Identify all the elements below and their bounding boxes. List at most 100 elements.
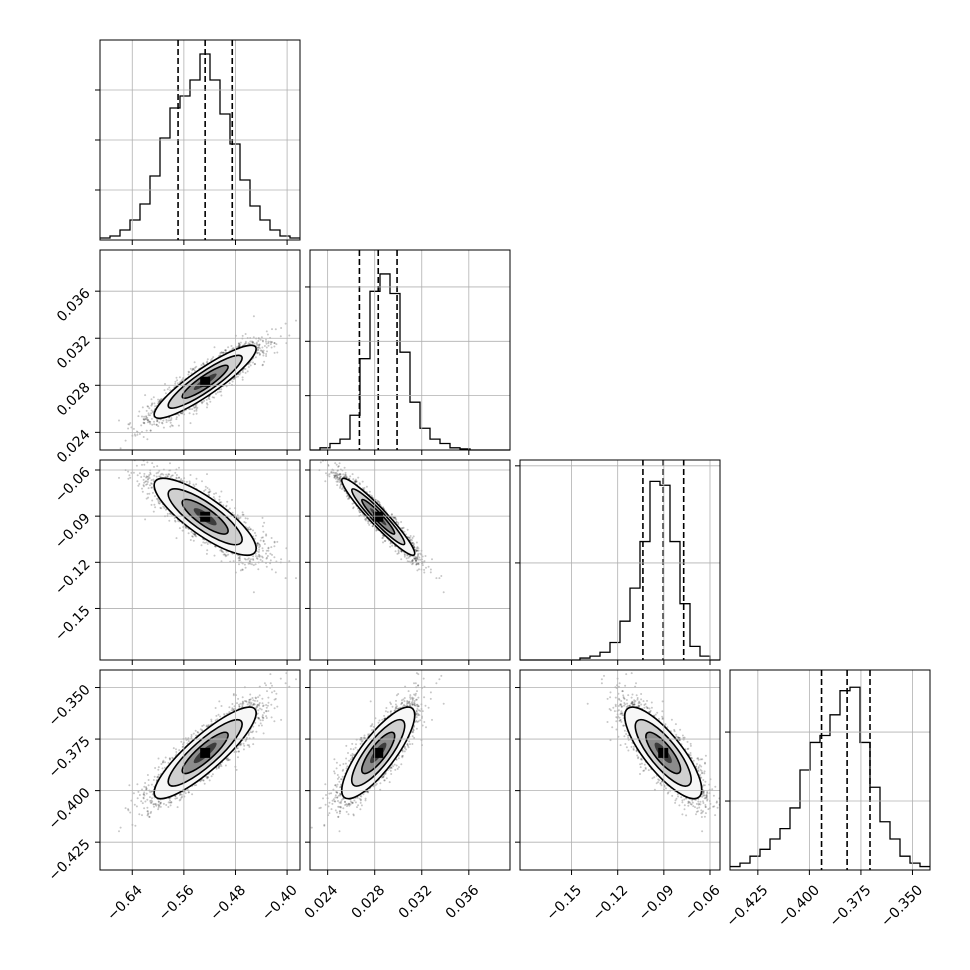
sample-point bbox=[158, 421, 161, 424]
sample-point bbox=[265, 353, 268, 355]
sample-point bbox=[189, 474, 192, 476]
sample-point bbox=[244, 342, 247, 345]
sample-point bbox=[157, 425, 160, 428]
sample-point bbox=[146, 475, 149, 478]
sample-point bbox=[208, 491, 211, 493]
sample-point bbox=[187, 370, 190, 373]
sample-point bbox=[145, 416, 148, 419]
sample-point bbox=[200, 401, 203, 403]
sample-point bbox=[261, 525, 264, 528]
sample-point bbox=[313, 575, 315, 577]
sample-point bbox=[231, 511, 234, 514]
sample-point bbox=[141, 463, 143, 466]
sample-point bbox=[225, 550, 228, 553]
sample-point bbox=[238, 343, 241, 346]
sample-point bbox=[225, 554, 228, 557]
sample-point bbox=[276, 351, 279, 354]
sample-point bbox=[215, 392, 217, 395]
sample-point bbox=[189, 367, 192, 370]
sample-point bbox=[249, 364, 252, 367]
sample-point bbox=[214, 545, 216, 548]
sample-point bbox=[144, 417, 147, 420]
sample-point bbox=[270, 546, 273, 549]
sample-point bbox=[237, 345, 240, 347]
sample-point bbox=[273, 541, 276, 544]
sample-point bbox=[257, 346, 260, 349]
sample-point bbox=[256, 344, 259, 347]
axes-frame bbox=[519, 459, 721, 661]
sample-point bbox=[154, 506, 157, 509]
sample-point bbox=[207, 493, 210, 496]
sample-point bbox=[273, 342, 276, 345]
sample-point bbox=[223, 553, 226, 556]
sample-point bbox=[216, 391, 219, 394]
sample-point bbox=[271, 553, 273, 556]
sample-point bbox=[134, 455, 136, 457]
sample-point bbox=[158, 400, 161, 403]
sample-point bbox=[203, 399, 206, 402]
sample-point bbox=[248, 559, 251, 562]
sample-point bbox=[262, 549, 264, 552]
sample-point bbox=[191, 369, 194, 372]
sample-point bbox=[159, 475, 162, 478]
sample-point bbox=[146, 421, 149, 424]
sample-point bbox=[170, 424, 173, 427]
grid-lines bbox=[725, 670, 930, 870]
sample-point bbox=[237, 516, 240, 519]
sample-point bbox=[265, 342, 268, 345]
sample-point bbox=[254, 363, 256, 365]
sample-point bbox=[151, 402, 154, 405]
sample-point bbox=[154, 405, 157, 408]
sample-point bbox=[128, 423, 131, 426]
sample-point bbox=[252, 315, 255, 318]
sample-point bbox=[220, 351, 223, 354]
sample-point bbox=[252, 558, 254, 560]
sample-point bbox=[210, 359, 212, 362]
sample-point bbox=[256, 349, 259, 351]
sample-point bbox=[153, 465, 155, 468]
sample-points bbox=[118, 455, 315, 594]
sample-point bbox=[267, 344, 270, 347]
sample-point bbox=[284, 577, 287, 580]
sample-point bbox=[157, 398, 160, 401]
sample-point bbox=[247, 562, 250, 565]
sample-point bbox=[145, 418, 148, 421]
sample-point bbox=[171, 424, 174, 427]
axes-frame bbox=[99, 39, 301, 241]
sample-point bbox=[265, 549, 268, 552]
sample-point bbox=[222, 351, 225, 354]
sample-point bbox=[254, 552, 257, 555]
sample-point bbox=[180, 379, 183, 382]
sample-point bbox=[150, 482, 153, 485]
sample-point bbox=[269, 340, 272, 343]
sample-point bbox=[137, 415, 140, 418]
sample-point bbox=[166, 512, 169, 515]
sample-point bbox=[226, 500, 229, 503]
sample-point bbox=[276, 540, 279, 543]
sample-point bbox=[195, 405, 198, 408]
sample-point bbox=[165, 473, 168, 476]
sample-point bbox=[177, 476, 180, 479]
sample-point bbox=[205, 541, 208, 544]
histogram-panel bbox=[520, 460, 720, 661]
sample-point bbox=[189, 408, 192, 411]
sample-point bbox=[252, 341, 254, 344]
sample-point bbox=[150, 486, 153, 489]
sample-point bbox=[260, 349, 263, 352]
sample-point bbox=[191, 408, 194, 411]
sample-point bbox=[295, 319, 297, 322]
sample-point bbox=[256, 351, 259, 354]
sample-point bbox=[147, 419, 150, 422]
sample-point bbox=[238, 344, 241, 347]
sample-point bbox=[224, 349, 226, 352]
sample-point bbox=[148, 420, 151, 423]
sample-point bbox=[213, 346, 216, 349]
sample-point bbox=[222, 504, 225, 507]
sample-point bbox=[266, 350, 268, 353]
sample-point bbox=[155, 423, 158, 426]
sample-point bbox=[259, 353, 261, 355]
sample-point bbox=[252, 341, 255, 343]
sample-point bbox=[150, 412, 153, 415]
sample-point bbox=[195, 365, 198, 368]
sample-point bbox=[267, 340, 270, 343]
